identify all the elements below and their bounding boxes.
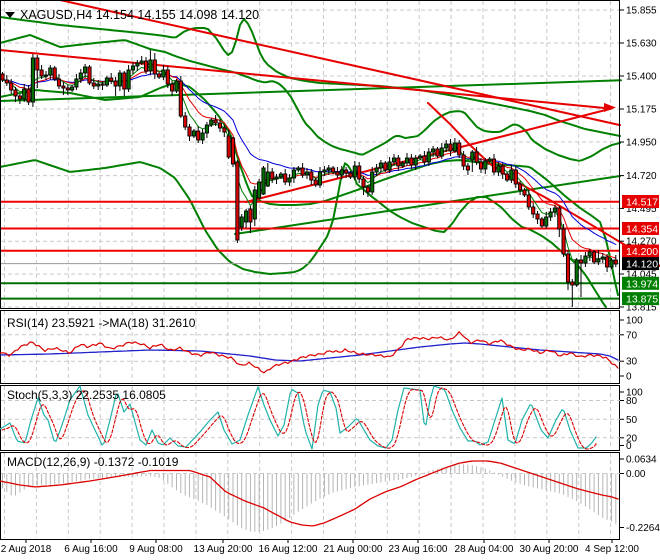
- svg-text:15.630: 15.630: [626, 39, 657, 50]
- svg-text:28 Aug 04:00: 28 Aug 04:00: [455, 544, 514, 555]
- svg-text:14.120: 14.120: [626, 259, 658, 271]
- svg-text:21 Aug 00:00: 21 Aug 00:00: [324, 544, 383, 555]
- svg-text:80: 80: [626, 396, 638, 407]
- svg-text:0: 0: [626, 372, 632, 383]
- svg-text:15.175: 15.175: [626, 105, 657, 116]
- svg-text:23 Aug 16:00: 23 Aug 16:00: [389, 544, 448, 555]
- svg-text:0.00: 0.00: [626, 469, 646, 480]
- svg-text:30 Aug 20:00: 30 Aug 20:00: [520, 544, 579, 555]
- svg-text:13 Aug 20:00: 13 Aug 20:00: [194, 544, 253, 555]
- svg-text:0.0634: 0.0634: [626, 455, 657, 466]
- svg-text:13.815: 13.815: [626, 303, 657, 314]
- svg-text:14.045: 14.045: [626, 270, 657, 281]
- svg-text:14.720: 14.720: [626, 171, 657, 182]
- svg-text:14.270: 14.270: [626, 237, 657, 248]
- svg-text:9 Aug 08:00: 9 Aug 08:00: [129, 544, 183, 555]
- svg-text:70: 70: [626, 330, 638, 341]
- svg-text:-0.2264: -0.2264: [626, 523, 660, 534]
- svg-text:14.200: 14.200: [626, 246, 658, 258]
- svg-text:XAGUSD,H4 14.154 14.155 14.098: XAGUSD,H4 14.154 14.155 14.098 14.120: [20, 8, 259, 22]
- svg-text:0: 0: [626, 441, 632, 452]
- svg-text:RSI(14) 23.5921 ->MA(18) 31.2: RSI(14) 23.5921 ->MA(18) 31.2610: [7, 316, 196, 330]
- svg-text:2 Aug 2018: 2 Aug 2018: [1, 544, 52, 555]
- svg-text:15.400: 15.400: [626, 72, 657, 83]
- svg-text:16 Aug 12:00: 16 Aug 12:00: [259, 544, 318, 555]
- svg-text:100: 100: [626, 316, 643, 327]
- svg-text:15.855: 15.855: [626, 6, 657, 17]
- svg-text:14.354: 14.354: [626, 224, 658, 236]
- svg-text:6 Aug 16:00: 6 Aug 16:00: [64, 544, 118, 555]
- svg-text:100: 100: [626, 388, 643, 399]
- svg-text:30: 30: [626, 357, 638, 368]
- svg-text:13.974: 13.974: [626, 278, 658, 290]
- svg-text:4 Sep 12:00: 4 Sep 12:00: [585, 544, 639, 555]
- svg-text:20: 20: [626, 433, 638, 444]
- svg-text:50: 50: [626, 415, 638, 426]
- svg-text:14.495: 14.495: [626, 204, 657, 215]
- svg-text:14.950: 14.950: [626, 138, 657, 149]
- svg-text:Stoch(5,3,3) 22.2535 16.0805: Stoch(5,3,3) 22.2535 16.0805: [7, 388, 166, 402]
- svg-text:MACD(12,26,9) -0.1372 -0.1019: MACD(12,26,9) -0.1372 -0.1019: [7, 455, 179, 469]
- svg-text:14.517: 14.517: [626, 197, 658, 209]
- svg-text:13.875: 13.875: [626, 294, 658, 306]
